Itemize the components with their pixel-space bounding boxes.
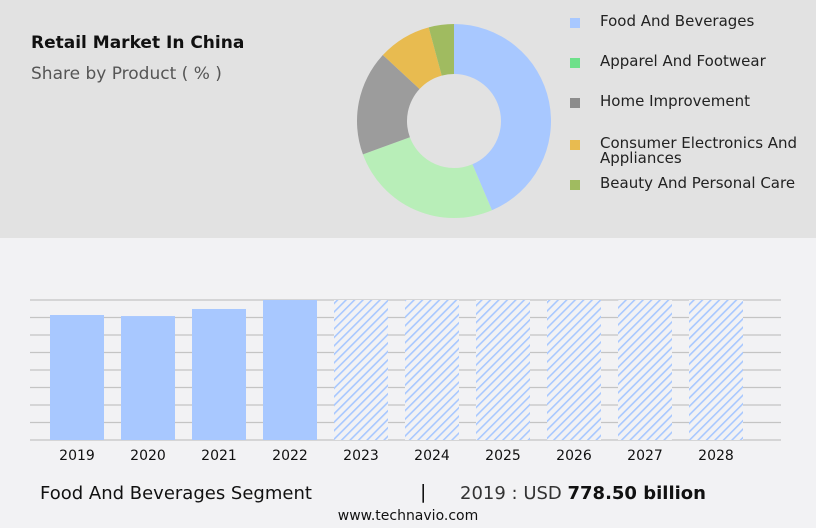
x-tick-label: 2021 (201, 448, 237, 464)
x-tick-label: 2027 (627, 448, 663, 464)
bar (192, 308, 246, 440)
site-link[interactable]: www.technavio.com (337, 508, 479, 524)
x-tick-label: 2019 (59, 448, 95, 464)
legend-label: Apparel And Footwear (600, 52, 766, 70)
legend-label: Food And Beverages (600, 12, 755, 30)
legend-swatch (570, 98, 580, 108)
forecast-bar (334, 300, 388, 440)
bar (121, 316, 175, 440)
legend-label: Home Improvement (600, 92, 750, 110)
bar (50, 315, 104, 440)
x-tick-label: 2023 (343, 448, 379, 464)
bar (263, 300, 317, 440)
legend-label: Consumer Electronics And Appliances (600, 134, 798, 167)
legend-swatch (570, 58, 580, 68)
x-tick-label: 2020 (130, 448, 166, 464)
segment-value: 2019 : USD 778.50 billion (460, 483, 706, 504)
segment-label: Food And Beverages Segment (40, 483, 312, 504)
x-tick-label: 2028 (698, 448, 734, 464)
legend-label: Beauty And Personal Care (600, 174, 796, 192)
legend-swatch (570, 18, 580, 28)
chart-subtitle: Share by Product ( % ) (31, 64, 222, 84)
legend-swatch (570, 180, 580, 190)
value-amount: 778.50 billion (567, 483, 706, 504)
x-tick-label: 2025 (485, 448, 521, 464)
x-tick-label: 2026 (556, 448, 592, 464)
x-tick-label: 2024 (414, 448, 450, 464)
year-label: 2019 : USD (460, 483, 568, 504)
x-tick-label: 2022 (272, 448, 308, 464)
forecast-bar (618, 300, 672, 440)
forecast-bar (689, 300, 743, 440)
forecast-bar (405, 300, 459, 440)
forecast-bar (547, 300, 601, 440)
separator: | (420, 481, 427, 503)
legend-swatch (570, 140, 580, 150)
chart-title: Retail Market In China (31, 33, 245, 53)
forecast-bar (476, 300, 530, 440)
